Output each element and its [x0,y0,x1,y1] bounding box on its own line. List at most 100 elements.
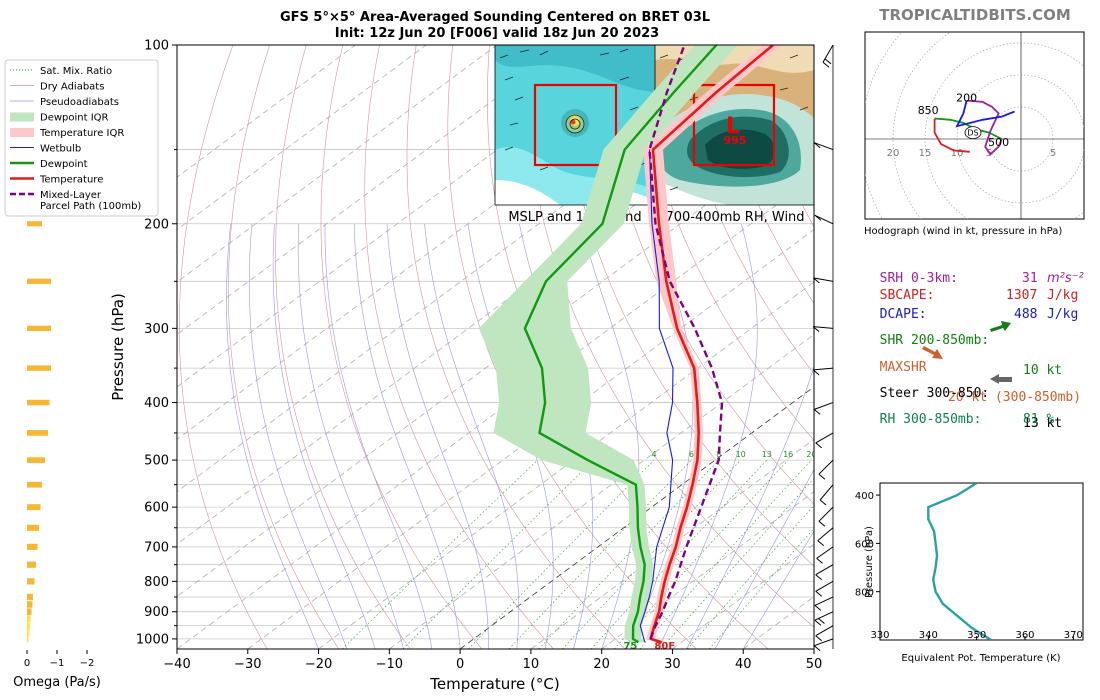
omega-bar [27,524,39,531]
dry-adiabat-line [406,45,626,649]
y-tick-label: 200 [144,217,169,232]
wind-barb-flag [819,499,827,506]
y-tick-label: 400 [144,396,169,411]
isotherm-line [177,45,498,283]
x-tick-label: −30 [234,657,261,672]
legend-item: Dewpoint IQR [10,112,109,124]
wind-barb [813,326,834,329]
pseudoadiabat-line [272,223,376,649]
mixing-ratio-label: 13 [762,450,772,459]
pseudoadiabat-line [249,223,348,649]
skewt-surface-labels: 75 80F [623,641,675,652]
omega-bar [27,221,42,227]
dry-adiabat-line [672,45,814,375]
mixing-ratio-label: 24 [826,450,836,459]
x-tick-label: 10 [523,657,540,672]
storm-motion-label: DS [967,129,978,138]
dry-adiabat-line [447,45,697,649]
legend-item: Sat. Mix. Ratio [10,66,112,77]
legend-label: Temperature IQR [39,128,124,139]
wind-barbs-column [812,44,834,652]
skewt-axes: −40 −30 −20 −10 0 10 20 30 40 50 100 200 300 400 500 60… [136,39,822,673]
dry-adiabat-line [320,45,483,649]
low-pressure-marker: L [726,114,740,139]
hodo-trace [933,118,970,153]
mixing-ratio-line [639,459,812,649]
omega-panel: 0 −1 −2 [24,221,95,669]
x-tick-label: −20 [305,657,332,672]
omega-tick-label: −1 [50,658,65,669]
theta-e-y-tick-label: 600 [855,539,874,550]
y-tick-label: 1000 [136,632,169,647]
wind-barb-flag [815,442,823,449]
theta-e-panel: 330 340 350 360 370 400 600 800 [855,483,1083,641]
dcape-value: 488 [1014,307,1038,322]
legend-label: Dewpoint [40,159,88,170]
hodo-point-label: 850 [918,104,939,117]
omega-bar [27,615,31,623]
pseudoadiabat-line [297,223,404,649]
hodo-point-label: 500 [988,136,1009,149]
omega-bar [27,608,32,615]
y-tick-label: 800 [144,575,169,590]
storm-motion-marker [964,126,982,140]
wind-barb-flag [815,590,823,597]
wind-barb [818,506,834,522]
legend-item: Wetbulb [10,144,81,155]
omega-bar [27,561,36,568]
wind-barb [814,142,834,151]
chart-subtitle: Init: 12z Jun 20 [F006] valid 18z Jun 20… [335,26,659,41]
legend-label: Pseudoadiabats [40,97,119,108]
hodo-trace [966,99,1003,156]
steering-index: Steer 300-850: 13 kt [864,371,1062,431]
y-tick-label: 300 [144,322,169,337]
pseudoadiabat-line [686,365,814,649]
legend-label: Wetbulb [40,144,81,155]
wind-barb [814,611,834,621]
omega-tick-label: −2 [80,658,95,669]
wetbulb-line [639,149,674,643]
mixing-ratio-label: 8 [716,450,721,459]
theta-e-frame [879,482,1084,641]
wind-barb-flag [812,369,820,376]
wind-barb-flag [815,635,823,642]
wind-barb [814,214,834,225]
steering-arrow-icon [990,374,1012,384]
wind-barb-flag [813,142,821,149]
legend-item: Pseudoadiabats [10,97,119,108]
legend-swatch [10,128,34,137]
mixing-ratio-label: 16 [783,450,793,459]
wind-barb-flag [812,326,820,332]
legend-label: Mixed-Layer [40,190,102,201]
mixing-ratio-label: 30 [850,450,860,459]
omega-bar [27,635,29,643]
wind-barb [819,484,834,501]
mixing-ratio-label: 4 [652,450,657,459]
wind-barb-flag [814,619,822,626]
pseudoadiabat-line [353,223,461,649]
shear-value: 10 kt [1023,363,1063,378]
wind-barb-flag [822,61,830,68]
pseudoadiabat-line [226,223,319,649]
omega-bar [27,578,35,585]
rh-value: 81 % [1023,412,1055,427]
omega-bar [27,481,42,488]
hodo-trace [955,100,1015,128]
x-tick-label: 0 [456,657,464,672]
legend-box [4,59,159,217]
theta-e-x-tick-label: 370 [1064,630,1083,641]
legend: Sat. Mix. Ratio Dry Adiabats Pseudoadiabat… [4,59,159,217]
legend-label: Parcel Path (100mb) [40,201,141,212]
wind-barb [814,638,834,647]
theta-e-x-tick-label: 340 [919,630,938,641]
mixing-ratio-label: 20 [806,450,816,459]
wind-barb [815,564,834,576]
mixing-ratio-line [590,459,768,649]
omega-bar [27,457,45,463]
steering-label: Steer 300-850: [879,386,990,401]
omega-bar [27,622,30,630]
wind-barb [813,277,834,282]
hodo-point-label: 200 [956,91,977,104]
